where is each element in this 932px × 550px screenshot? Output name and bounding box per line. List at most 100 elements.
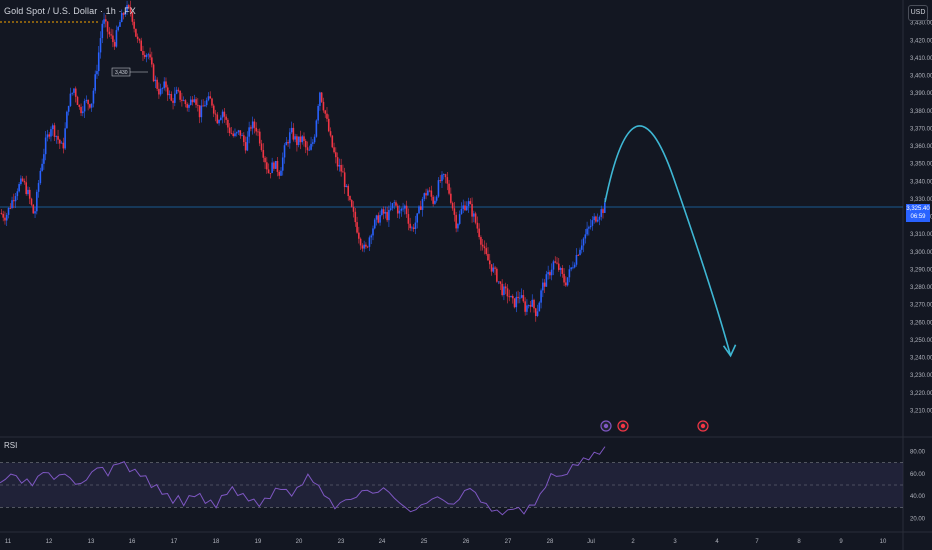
candle-body — [554, 261, 557, 263]
candle-body — [483, 246, 486, 249]
candle-body — [414, 222, 417, 229]
candle-body — [140, 40, 143, 52]
candle-body — [97, 52, 100, 72]
time-tick-label: 25 — [421, 539, 428, 545]
time-tick-label: 11 — [5, 539, 12, 545]
candle-body — [297, 136, 300, 146]
candle-body — [172, 100, 174, 103]
candle-body — [584, 234, 587, 239]
candle-body — [324, 110, 327, 114]
candle-body — [220, 117, 222, 120]
high-annotation-text: 3,430 — [115, 70, 128, 76]
candle-body — [496, 268, 498, 282]
candle-body — [402, 208, 404, 210]
candle-body — [246, 136, 249, 151]
current-price-label: 3,325.40 — [906, 206, 930, 212]
candle-body — [57, 136, 59, 140]
candle-body — [133, 21, 135, 29]
candle-body — [122, 13, 125, 15]
candle-body — [382, 209, 385, 214]
candle-body — [110, 34, 112, 36]
candle-body — [536, 311, 539, 317]
candle-body — [0, 212, 3, 214]
candle-body — [361, 245, 364, 249]
candle-body — [520, 295, 523, 298]
price-tick-label: 3,220.00 — [910, 391, 932, 397]
candle-body — [20, 178, 22, 185]
candle-body — [450, 193, 452, 203]
candle-body — [331, 135, 334, 148]
candle-body — [446, 177, 449, 184]
candle-body — [83, 100, 86, 112]
candle-body — [135, 28, 137, 37]
candle-body — [119, 22, 121, 27]
candle-body — [250, 127, 252, 129]
candle-body — [175, 89, 178, 94]
currency-button[interactable]: USD — [908, 5, 928, 21]
candle-body — [372, 228, 374, 236]
candle-body — [379, 215, 381, 223]
candle-body — [136, 36, 139, 39]
time-tick-label: 9 — [839, 539, 843, 545]
candle-body — [13, 200, 15, 202]
candle-body — [405, 205, 408, 215]
candle-body — [428, 190, 431, 192]
price-tick-label: 3,240.00 — [910, 356, 932, 362]
candle-body — [550, 269, 553, 276]
candle-body — [241, 135, 243, 137]
candle-body — [595, 216, 597, 222]
candle-body — [395, 202, 397, 206]
candle-body — [586, 228, 588, 235]
candle-body — [358, 232, 360, 239]
candle-body — [159, 88, 162, 95]
candle-body — [322, 101, 325, 111]
candle-body — [276, 160, 279, 172]
calendar-event-icon[interactable] — [600, 420, 612, 432]
candle-body — [432, 196, 434, 204]
candle-body — [582, 238, 585, 246]
candle-body — [308, 149, 311, 151]
candle-body — [151, 57, 153, 65]
candle-body — [503, 286, 505, 296]
candle-body — [170, 94, 173, 101]
candle-body — [542, 282, 544, 291]
candle-body — [368, 237, 371, 247]
candle-body — [329, 131, 332, 136]
candle-body — [37, 183, 40, 192]
candle-body — [278, 171, 281, 176]
candle-body — [425, 193, 427, 196]
candle-body — [257, 131, 259, 133]
candle-body — [230, 133, 233, 134]
candle-body — [163, 81, 166, 89]
candle-body — [53, 125, 56, 137]
candle-body — [333, 147, 335, 153]
candle-body — [216, 114, 219, 124]
candle-body — [407, 214, 410, 224]
candle-body — [458, 214, 461, 224]
rsi-line — [0, 446, 606, 516]
bar-countdown: 06:59 — [910, 214, 926, 220]
price-tick-label: 3,270.00 — [910, 303, 932, 309]
candle-body — [444, 174, 447, 178]
candle-body — [205, 100, 208, 106]
candle-body — [87, 99, 89, 105]
candle-body — [211, 98, 213, 106]
candle-body — [602, 209, 604, 213]
us-flag-event-icon[interactable] — [617, 420, 629, 432]
us-flag-event-icon[interactable] — [697, 420, 709, 432]
candle-body — [603, 202, 606, 213]
time-tick-label: 17 — [171, 539, 178, 545]
candle-body — [312, 142, 314, 144]
time-tick-label: 7 — [755, 539, 759, 545]
candle-body — [89, 104, 91, 108]
candle-body — [455, 214, 457, 229]
rsi-tick-label: 20.00 — [910, 516, 926, 522]
candle-body — [105, 19, 107, 22]
candle-body — [588, 227, 590, 229]
candle-body — [439, 180, 442, 182]
candle-body — [315, 120, 318, 137]
candle-body — [435, 196, 438, 201]
candle-body — [168, 94, 171, 96]
candle-body — [549, 272, 551, 276]
